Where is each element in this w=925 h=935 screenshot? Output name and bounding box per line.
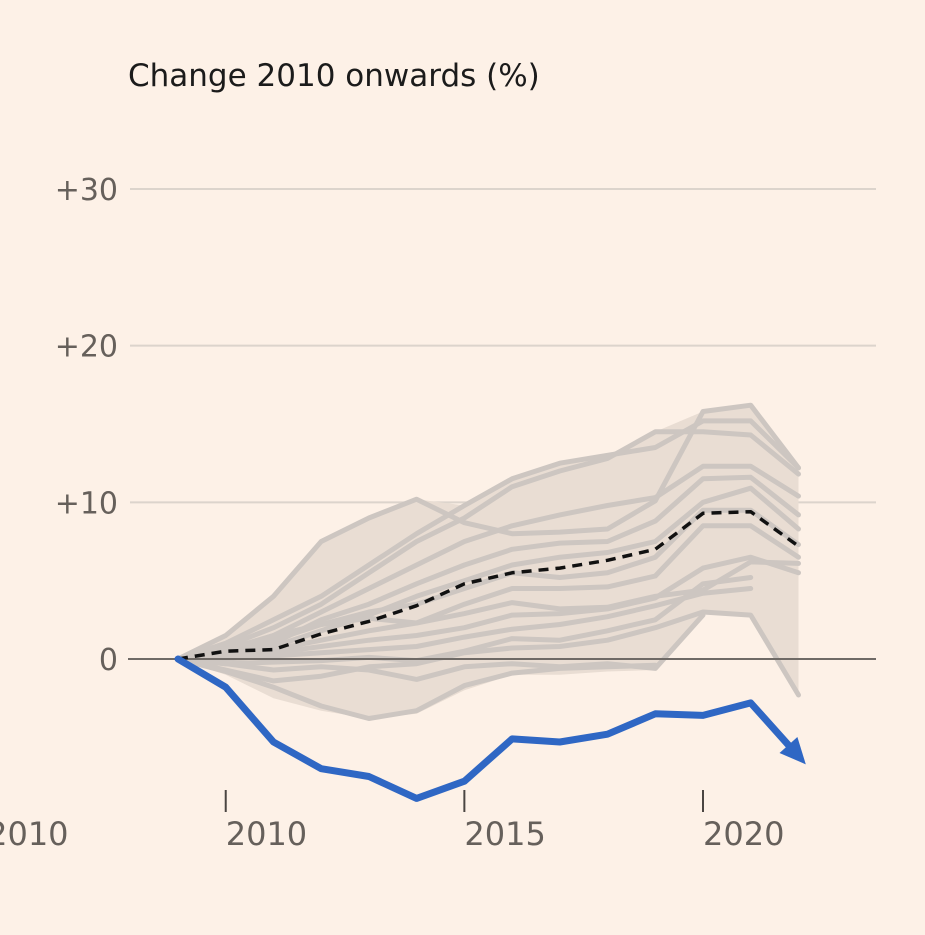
peer-series-line — [175, 586, 754, 662]
peer-series-line — [175, 554, 801, 662]
arrow-head — [779, 736, 806, 765]
peer-series-line — [175, 656, 658, 721]
highlighted-series-line — [174, 655, 792, 802]
series-group — [174, 509, 806, 802]
y-tick-label: 0 — [99, 643, 118, 678]
peer-series-line — [175, 609, 801, 698]
peer-series-line — [175, 418, 801, 662]
peer-series-line — [175, 485, 801, 662]
x-axis: 2010 2010 2015 2020 — [0, 790, 784, 853]
x-tick-label: 2010 — [226, 815, 307, 853]
y-tick-label: +10 — [55, 486, 118, 521]
peer-series-line — [175, 507, 801, 662]
y-axis-labels: +30 +20 +10 0 — [55, 173, 118, 678]
x-tick-label: 2020 — [703, 815, 784, 853]
y-tick-label: +30 — [55, 173, 118, 208]
x-tick-label: 2015 — [464, 815, 545, 853]
peer-lines-group — [175, 402, 801, 721]
x-tick-label: 2010 — [0, 815, 69, 853]
y-tick-label: +20 — [55, 330, 118, 365]
chart-title: Change 2010 onwards (%) — [128, 58, 540, 94]
peer-series-line — [175, 429, 801, 662]
median-series-line — [177, 509, 800, 661]
